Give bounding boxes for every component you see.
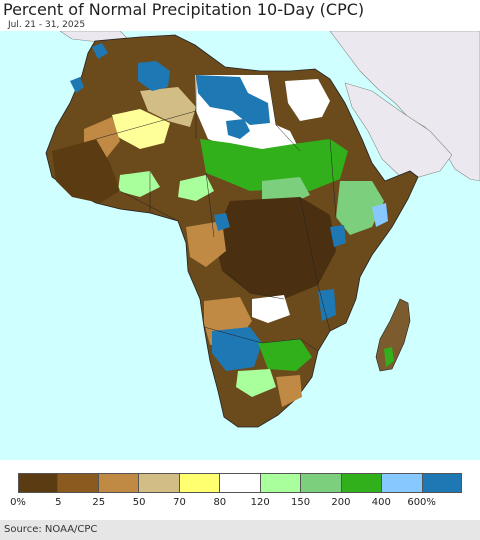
legend-tick: 50 [132,497,146,508]
sahara-yellow [112,109,170,149]
legend-tick: 0% [10,497,26,508]
east-blue [330,225,346,247]
legend-swatch [18,473,59,493]
legend-tick: 70 [173,497,186,508]
legend-swatch [382,473,423,493]
legend-tick: 600% [407,497,436,508]
south-lightgreen [236,369,276,397]
legend-swatch [301,473,342,493]
blue-blob-ne [92,43,108,59]
legend-swatch [260,473,302,493]
sahel-green-band [200,139,348,191]
sahara-white-2 [285,79,330,121]
country-borders [95,74,337,352]
legend-swatch [341,473,383,493]
legend-swatch [422,473,462,493]
central-dark [214,197,336,299]
legend-ticks: 0% 5 25 50 70 80 120 150 200 400 600% [10,497,462,509]
legend-tick: 25 [92,497,106,508]
color-legend [18,473,462,493]
horn-green [336,181,384,235]
botswana-white [252,295,290,323]
sahara-tan [140,87,196,127]
sahel-lightgreen-2 [118,171,160,197]
legend-swatch [98,473,140,493]
eurasia-land [329,31,480,182]
legend-tick: 120 [250,497,270,508]
precipitation-map [0,31,480,460]
legend-swatch [139,473,180,493]
legend-tick: 150 [290,497,311,508]
mozambique-blue [318,289,336,321]
legend-tick: 80 [213,497,227,508]
legend-swatch [179,473,221,493]
arabia-land [344,82,453,182]
blue-blob-nw [70,77,84,93]
madagascar-green [384,347,394,367]
south-green [258,339,312,371]
sahel-lightgreen [178,175,214,201]
legend-tick: 400 [371,497,391,508]
legend-swatch [58,473,99,493]
legend-tick: 200 [331,497,351,508]
map-title: Percent of Normal Precipitation 10-Day (… [3,0,365,19]
central-tan [186,221,226,267]
footer-bar: Source: NOAA/CPC [0,520,480,540]
blue-blob-chad [226,119,250,139]
legend-swatch [220,473,261,493]
source-label: Source: NOAA/CPC [4,524,98,535]
blue-blob-algeria [138,61,170,91]
date-range: Jul. 21 - 31, 2025 [8,20,86,30]
congo-blue [214,213,230,231]
west-africa-dark [52,139,120,203]
blue-blob-libya [196,75,270,125]
namibia-blue [212,327,262,371]
south-tan [276,375,302,407]
horn-blue [372,203,388,227]
legend-tick: 5 [55,497,62,508]
